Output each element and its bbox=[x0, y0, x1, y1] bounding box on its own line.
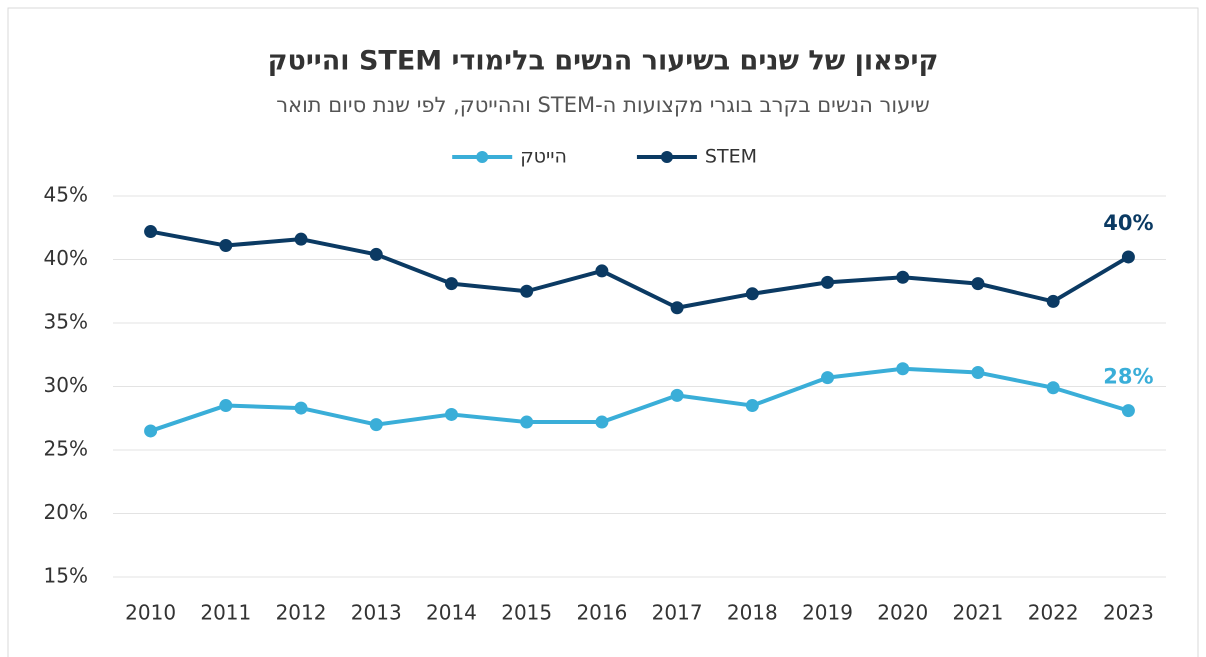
data-point bbox=[971, 277, 985, 291]
series-line bbox=[150, 229, 1130, 310]
legend-marker bbox=[660, 151, 673, 163]
data-point bbox=[294, 401, 308, 415]
data-point bbox=[971, 366, 985, 380]
y-tick-label: 45% bbox=[44, 183, 88, 207]
data-point bbox=[670, 301, 684, 315]
data-point bbox=[144, 225, 158, 239]
data-point bbox=[369, 247, 383, 261]
y-tick-label: 25% bbox=[44, 437, 88, 461]
x-tick-label: 2016 bbox=[576, 601, 627, 625]
data-point bbox=[1121, 250, 1135, 264]
y-tick-label: 15% bbox=[44, 564, 88, 588]
data-point bbox=[294, 232, 308, 246]
data-point bbox=[520, 415, 534, 429]
data-point bbox=[369, 418, 383, 432]
chart-title: קיפאון של שנים בשיעור הנשים בלימודי STEM… bbox=[268, 46, 939, 77]
data-label: 28% bbox=[1103, 365, 1153, 389]
data-point bbox=[219, 239, 233, 253]
data-point bbox=[595, 415, 609, 429]
x-tick-label: 2021 bbox=[953, 601, 1004, 625]
data-point bbox=[144, 424, 158, 438]
data-point bbox=[595, 264, 609, 278]
data-point bbox=[670, 388, 684, 402]
y-tick-label: 40% bbox=[44, 246, 88, 270]
y-tick-label: 20% bbox=[44, 500, 88, 524]
y-tick-label: 30% bbox=[44, 373, 88, 397]
x-tick-label: 2018 bbox=[727, 601, 778, 625]
data-point bbox=[219, 399, 233, 413]
legend-label: STEM bbox=[705, 146, 757, 168]
data-point bbox=[1121, 404, 1135, 418]
x-tick-label: 2012 bbox=[276, 601, 327, 625]
data-point bbox=[444, 277, 458, 291]
data-point bbox=[821, 371, 835, 385]
x-tick-label: 2022 bbox=[1028, 601, 1079, 625]
x-tick-label: 2014 bbox=[426, 601, 477, 625]
legend-label: הייטק bbox=[520, 146, 567, 168]
data-label: 40% bbox=[1103, 211, 1153, 235]
data-point bbox=[1046, 381, 1060, 395]
x-tick-label: 2015 bbox=[501, 601, 552, 625]
y-tick-label: 35% bbox=[44, 310, 88, 334]
legend-marker bbox=[476, 151, 489, 163]
chart-frame bbox=[7, 7, 1199, 657]
data-point bbox=[745, 287, 759, 301]
data-point bbox=[1046, 294, 1060, 308]
series-line bbox=[149, 366, 1129, 433]
data-point bbox=[745, 399, 759, 413]
data-point bbox=[896, 362, 910, 376]
data-point bbox=[821, 275, 835, 289]
x-tick-label: 2011 bbox=[200, 601, 251, 625]
data-point bbox=[520, 284, 534, 298]
x-tick-label: 2013 bbox=[351, 601, 402, 625]
data-point bbox=[444, 407, 458, 421]
x-tick-label: 2010 bbox=[125, 601, 176, 625]
x-tick-label: 2017 bbox=[652, 601, 703, 625]
x-tick-label: 2023 bbox=[1103, 601, 1154, 625]
data-point bbox=[896, 270, 910, 284]
x-tick-label: 2019 bbox=[802, 601, 853, 625]
x-tick-label: 2020 bbox=[877, 601, 928, 625]
chart-subtitle: שיעור הנשים בקרב בוגרי מקצועות ה-STEM וה… bbox=[276, 93, 930, 117]
